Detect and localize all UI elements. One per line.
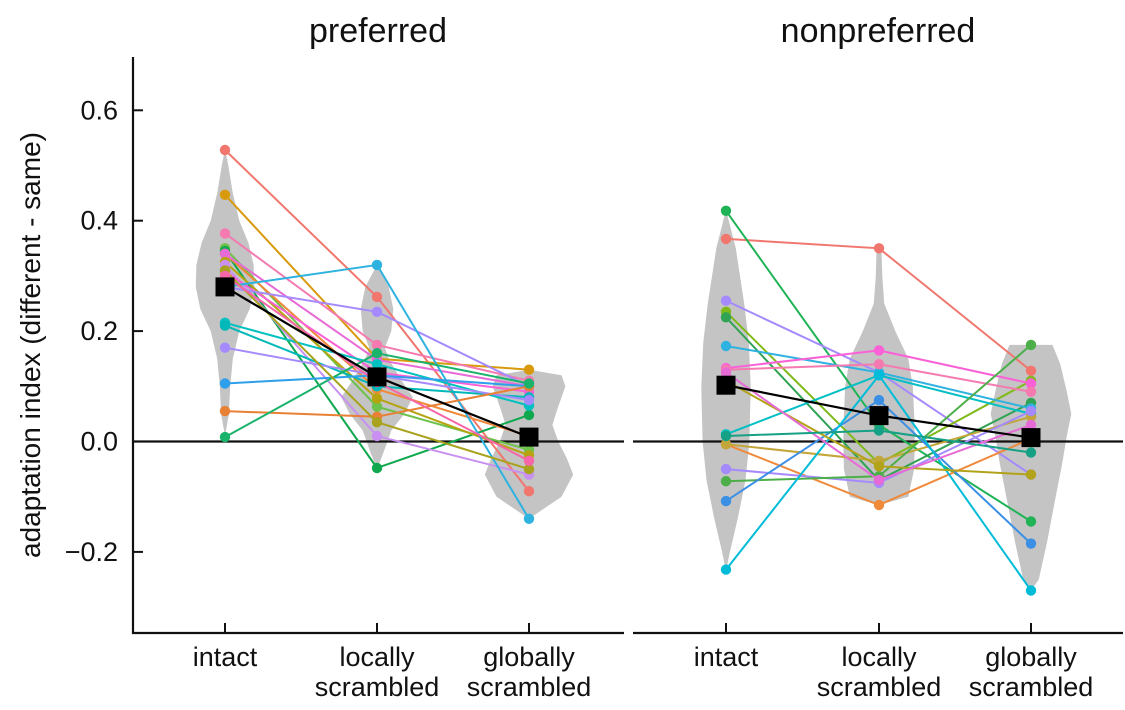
- panel-title: nonpreferred: [781, 12, 976, 50]
- subject-point-17-2: [1025, 447, 1037, 458]
- subject-point-17-2: [523, 378, 535, 389]
- violins-group: [701, 209, 1072, 591]
- subject-point-15-0: [219, 378, 231, 389]
- subject-point-14-2: [523, 394, 535, 406]
- violins-group: [195, 148, 574, 519]
- subject-point-17-1: [371, 348, 383, 359]
- y-tick-label-3: 0.0: [80, 427, 118, 457]
- subject-point-10-1: [371, 306, 383, 317]
- subject-point-4-1: [371, 462, 383, 474]
- subject-point-2-0: [219, 228, 231, 239]
- subject-point-0-0: [720, 233, 732, 245]
- subject-point-1-0: [720, 205, 732, 216]
- subject-point-3-1: [371, 401, 383, 412]
- subject-point-13-0: [219, 320, 231, 331]
- subject-point-18-1: [371, 417, 383, 428]
- subject-point-6-1: [873, 345, 885, 356]
- mean-marker-1: [367, 367, 387, 387]
- subject-point-9-1: [873, 499, 885, 511]
- subject-point-14-2: [1025, 585, 1037, 596]
- mean-marker-0: [215, 277, 235, 297]
- subject-point-17-0: [219, 431, 231, 443]
- x-tick-label-2: globally: [483, 642, 575, 672]
- y-tick-label-4: −0.2: [65, 537, 118, 567]
- subject-point-16-2: [1025, 419, 1037, 431]
- panel-preferred: preferred 0.6 0.4 0.2 0.0 −0.2 intact locally…: [65, 12, 624, 702]
- subject-point-2-1: [371, 339, 383, 351]
- subject-point-15-2: [1025, 469, 1037, 480]
- subject-point-19-2: [523, 455, 535, 466]
- subject-point-11-0: [720, 463, 732, 475]
- panel-title: preferred: [309, 12, 447, 50]
- subject-point-15-1: [873, 461, 885, 472]
- subject-point-13-0: [720, 495, 732, 507]
- x-tick-label-1: locally: [339, 642, 415, 672]
- x-tick-label-2: scrambled: [969, 672, 1094, 702]
- subject-point-1-2: [1025, 516, 1037, 527]
- subject-point-16-0: [219, 405, 231, 417]
- subject-point-16-0: [720, 367, 732, 378]
- subject-lines-group: [219, 144, 535, 524]
- x-tick-label-2: scrambled: [467, 672, 592, 702]
- subject-point-2-0: [720, 295, 732, 306]
- subject-point-6-0: [219, 248, 231, 259]
- mean-marker-2: [1021, 428, 1041, 448]
- x-tick-label-2: globally: [985, 642, 1077, 672]
- x-tick-label-1: locally: [841, 642, 917, 672]
- subject-point-18-2: [523, 463, 535, 475]
- subject-point-12-2: [1025, 339, 1037, 351]
- mean-group: [215, 277, 539, 447]
- subject-point-13-2: [1025, 538, 1037, 549]
- y-axis-ticks: 0.6 0.4 0.2 0.0 −0.2: [65, 95, 143, 567]
- subject-point-4-2: [523, 409, 535, 421]
- mean-marker-0: [716, 375, 736, 395]
- axes-frame: [131, 57, 624, 635]
- y-axis-label: adaptation index (different - same): [15, 132, 46, 558]
- subject-point-14-0: [720, 564, 732, 575]
- subject-point-1-2: [523, 364, 535, 375]
- subject-lines-group: [720, 205, 1037, 596]
- subject-point-14-1: [873, 370, 885, 381]
- x-tick-label-1: scrambled: [817, 672, 942, 702]
- subject-point-1-0: [219, 189, 231, 200]
- y-tick-label-1: 0.4: [80, 206, 118, 236]
- subject-point-16-1: [873, 474, 885, 486]
- mean-group: [716, 375, 1041, 448]
- subject-point-14-0: [219, 342, 231, 353]
- y-tick-label-0: 0.6: [80, 95, 118, 125]
- subject-point-13-1: [873, 394, 885, 406]
- subject-point-7-2: [1025, 386, 1037, 397]
- subject-point-8-1: [371, 430, 383, 442]
- subject-point-10-0: [720, 439, 732, 450]
- subject-point-17-1: [873, 425, 885, 436]
- x-tick-label-0: intact: [694, 642, 759, 672]
- subject-point-12-1: [371, 359, 383, 370]
- x-tick-label-1: scrambled: [315, 672, 440, 702]
- subject-point-5-0: [720, 340, 732, 352]
- subject-point-0-1: [873, 243, 885, 254]
- subject-point-0-2: [523, 486, 535, 497]
- subject-point-4-0: [720, 312, 732, 323]
- subject-point-0-0: [219, 144, 231, 156]
- subject-point-12-0: [720, 476, 732, 487]
- subject-point-7-1: [371, 393, 383, 404]
- mean-marker-1: [869, 406, 889, 426]
- subject-point-6-2: [1025, 378, 1037, 389]
- x-tick-label-0: intact: [193, 642, 258, 672]
- subject-point-7-1: [873, 359, 885, 370]
- subject-point-17-0: [720, 430, 732, 442]
- mean-marker-2: [519, 427, 539, 447]
- subject-point-0-2: [1025, 365, 1037, 376]
- subject-point-11-2: [1025, 405, 1037, 417]
- subject-point-11-2: [523, 513, 535, 524]
- subject-point-11-1: [371, 259, 383, 271]
- subject-point-0-1: [371, 291, 383, 303]
- y-tick-label-2: 0.2: [80, 316, 118, 346]
- panel-nonpreferred: nonpreferred intact locallyscrambledgloba…: [633, 12, 1123, 702]
- violin-2: [990, 344, 1072, 591]
